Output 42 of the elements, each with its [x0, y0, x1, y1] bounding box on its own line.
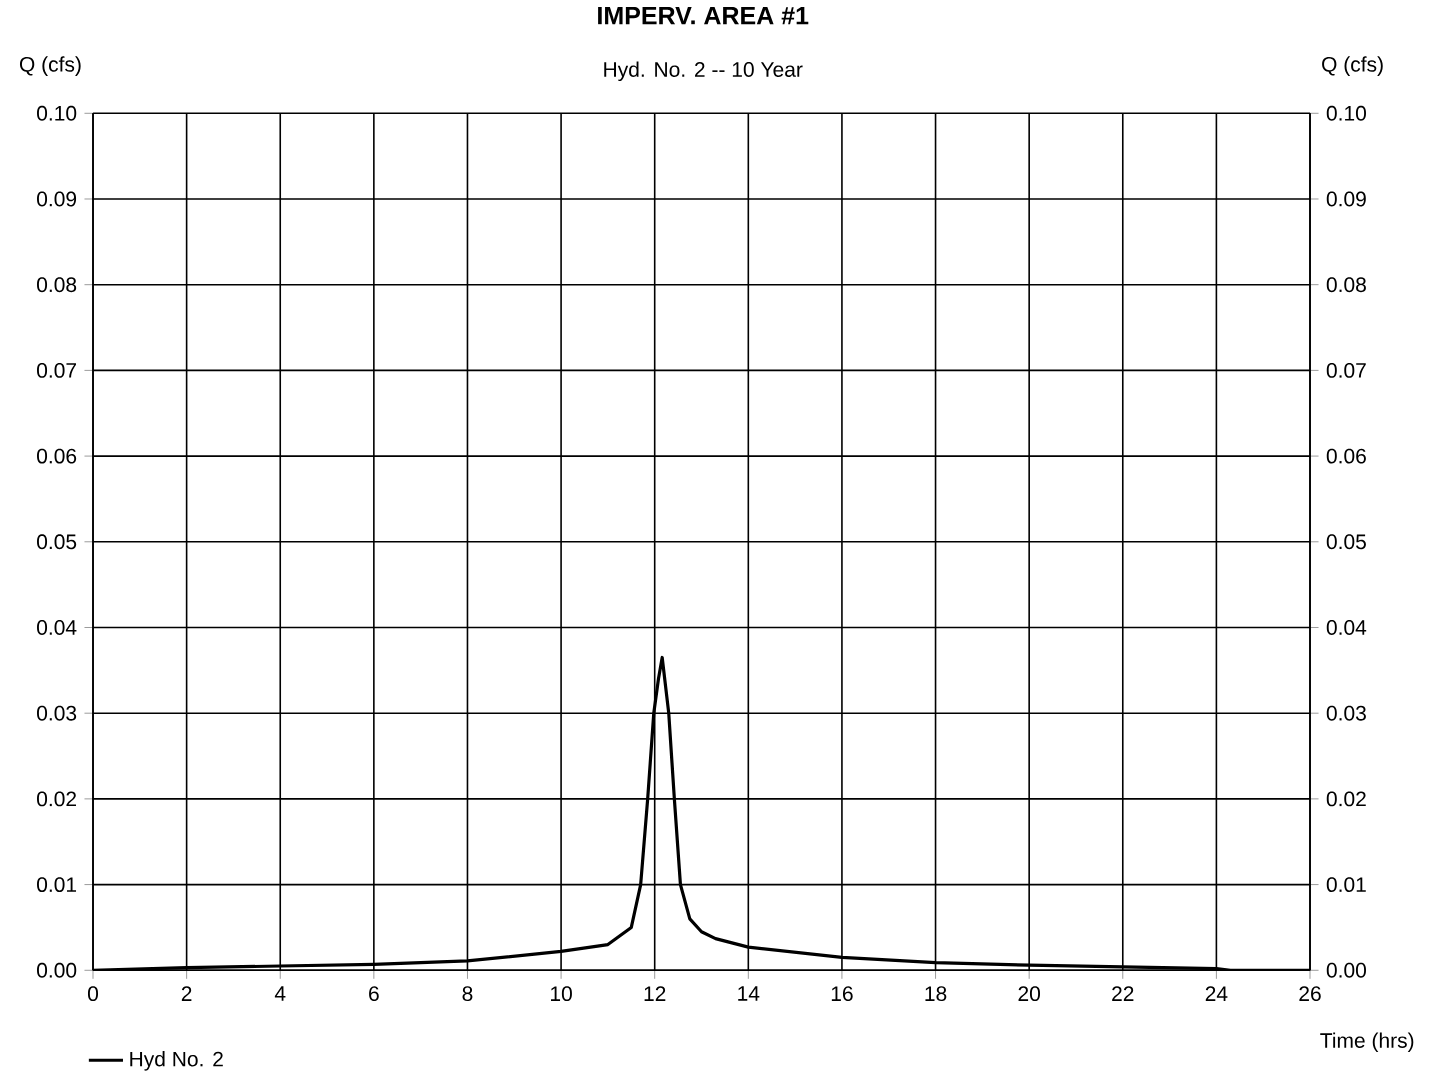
y2-tick-label: 0.05: [1326, 534, 1366, 550]
x-tick-label: 0: [87, 986, 99, 1001]
x-axis-title: Time (hrs): [1320, 1032, 1414, 1052]
y-tick-label: 0.09: [37, 191, 77, 207]
x-tick-label: 26: [1299, 986, 1321, 1001]
x-tick-label: 8: [462, 986, 473, 1001]
y2-axis-title: Q (cfs): [1322, 56, 1383, 76]
y-axis-title: Q (cfs): [19, 56, 81, 76]
y-tick-label: 0.00: [37, 962, 77, 978]
y-tick-label: 0.08: [37, 277, 77, 292]
x-tick-label: 6: [369, 986, 379, 1001]
x-tick-label: 18: [925, 986, 947, 1001]
y2-tick-label: 0.09: [1326, 191, 1366, 207]
y-tick-label: 0.10: [37, 105, 77, 121]
y2-tick-label: 0.02: [1326, 791, 1366, 807]
chart-subtitle: Hyd. No. 2 -- 10 Year: [604, 61, 803, 81]
y2-tick-label: 0.08: [1326, 277, 1366, 292]
x-tick-label: 2: [181, 986, 192, 1001]
y-tick-label: 0.02: [37, 791, 76, 807]
y2-tick-label: 0.07: [1326, 362, 1366, 378]
y-tick-label: 0.07: [37, 362, 76, 378]
y-tick-label: 0.06: [37, 448, 77, 464]
y-tick-label: 0.04: [37, 619, 77, 635]
x-tick-label: 24: [1205, 986, 1228, 1001]
y2-tick-label: 0.00: [1326, 962, 1366, 978]
x-tick-label: 10: [551, 986, 572, 1001]
x-tick-label: 12: [644, 986, 666, 1001]
x-tick-label: 22: [1112, 986, 1134, 1001]
chart-title: IMPERV. AREA #1: [598, 6, 809, 24]
x-tick-label: 20: [1018, 986, 1041, 1001]
legend-label: Hyd No. 2: [130, 1050, 223, 1071]
y2-tick-label: 0.01: [1326, 876, 1366, 892]
y2-tick-label: 0.10: [1326, 105, 1366, 121]
y2-tick-label: 0.03: [1326, 705, 1366, 721]
x-tick-label: 14: [738, 986, 760, 1001]
y2-tick-label: 0.06: [1326, 448, 1366, 464]
y2-tick-label: 0.04: [1326, 619, 1367, 635]
y-tick-label: 0.01: [37, 876, 77, 892]
y-tick-label: 0.03: [37, 705, 77, 721]
y-tick-label: 0.05: [37, 534, 77, 550]
x-tick-label: 4: [274, 986, 286, 1001]
x-tick-label: 16: [831, 986, 853, 1001]
